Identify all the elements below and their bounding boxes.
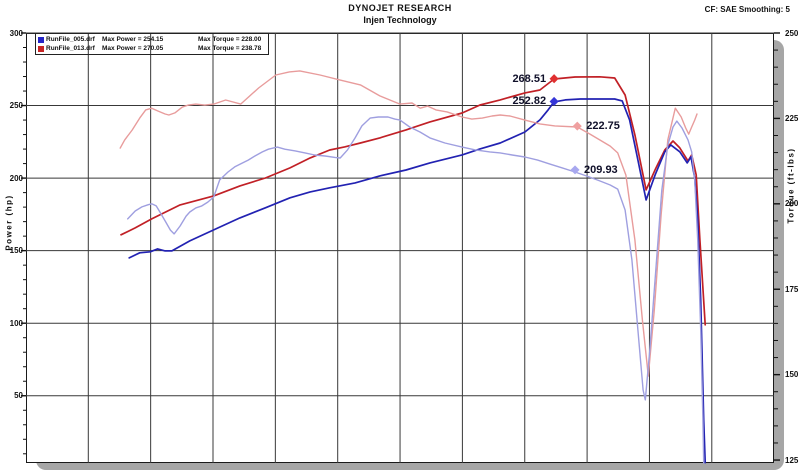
peak-value-label: 268.51	[512, 72, 547, 85]
peak-value-label: 222.75	[586, 120, 620, 133]
report-subtitle: Injen Technology	[363, 15, 437, 25]
torque-tick-label: 125	[785, 455, 799, 465]
power-tick-label: 150	[9, 246, 23, 256]
power-tick-label: 50	[14, 391, 23, 401]
power-tick-label: 200	[9, 173, 23, 183]
legend-row-run013: RunFile_013.drf Max Power = 270.05 Max T…	[38, 44, 266, 53]
torque-axis-label: Torque (ft-lbs)	[786, 147, 796, 224]
torque-tick-label: 225	[785, 113, 799, 123]
power-tick-label: 300	[9, 28, 23, 38]
run005-max-torque: Max Torque = 228.00	[198, 36, 262, 43]
runfile-013-drf-torque-curve	[119, 70, 698, 377]
run013-max-torque: Max Torque = 238.78	[198, 45, 262, 52]
torque-tick-label: 200	[785, 199, 799, 209]
title-block: DYNOJET RESEARCH Injen Technology	[0, 3, 800, 25]
run013-max-power: Max Power = 270.05	[102, 45, 164, 52]
legend-row-run005: RunFile_005.drf Max Power = 254.15 Max T…	[38, 35, 266, 44]
run005-max-power: Max Power = 254.15	[102, 36, 164, 43]
runfile-005-drf-torque-curve	[127, 116, 705, 464]
run013-filename: RunFile_013.drf	[46, 45, 95, 52]
torque-tick-label: 150	[785, 370, 799, 380]
peak-value-label: 209.93	[584, 163, 618, 176]
torque-tick-label: 175	[785, 284, 799, 294]
peak-marker-diamond	[549, 96, 559, 106]
legend: RunFile_005.drf Max Power = 254.15 Max T…	[35, 33, 269, 55]
runfile-005-drf-power-curve	[128, 98, 707, 464]
power-tick-label: 250	[9, 101, 23, 111]
report-title: DYNOJET RESEARCH	[348, 3, 452, 13]
run005-color-swatch	[38, 36, 44, 43]
runfile-013-drf-power-curve	[120, 75, 707, 326]
torque-tick-label: 250	[785, 28, 799, 38]
power-tick-label: 100	[9, 318, 23, 328]
smoothing-info: CF: SAE Smoothing: 5	[704, 5, 790, 14]
peak-value-label: 252.82	[512, 95, 547, 108]
run005-filename: RunFile_005.drf	[46, 36, 95, 43]
run013-color-swatch	[38, 45, 44, 52]
